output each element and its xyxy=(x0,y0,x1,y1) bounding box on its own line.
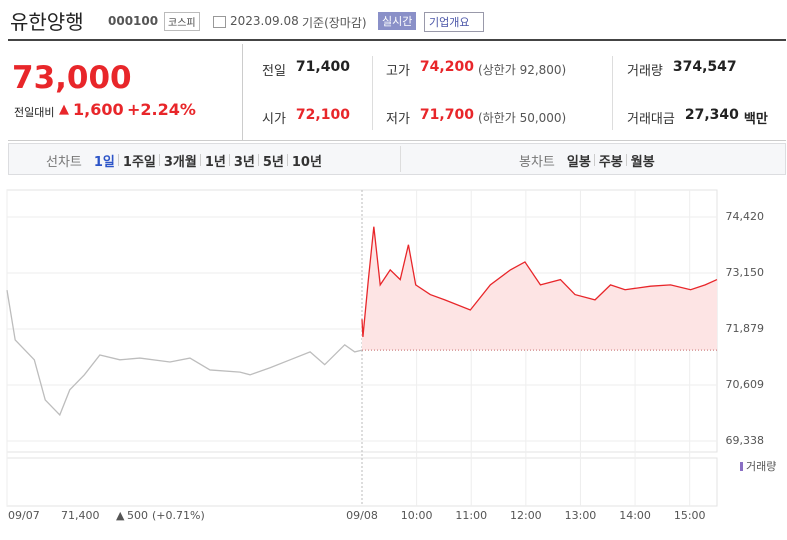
stat-value: 374,547 xyxy=(672,59,737,75)
y-tick-label: 71,879 xyxy=(726,322,765,335)
tab-separator xyxy=(286,154,288,166)
x-tick-label: 11:00 xyxy=(455,509,487,522)
x-tick-label: 13:00 xyxy=(565,509,597,522)
stat-label: 시가 xyxy=(262,112,286,127)
x-tick-label: 10:00 xyxy=(401,509,433,522)
tab-separator xyxy=(625,154,627,166)
stat-value: 27,340 xyxy=(684,107,739,123)
current-price: 73,000 xyxy=(12,60,132,96)
tab[interactable]: 일봉 xyxy=(566,155,591,170)
tab[interactable]: 1주일 xyxy=(122,155,156,170)
tab[interactable]: 5년 xyxy=(262,155,284,170)
footer-arrow: ▲ xyxy=(116,509,125,522)
tab-separator xyxy=(593,154,595,166)
stat-note: (상한가 92,800) xyxy=(477,63,567,77)
footer-price: 71,400 xyxy=(61,509,100,522)
price-box xyxy=(8,44,243,140)
price-line xyxy=(361,226,718,337)
stat-label: 저가 xyxy=(386,112,410,127)
stat-value: 71,700 xyxy=(419,107,474,123)
area xyxy=(362,226,717,351)
y-tick-label: 69,338 xyxy=(726,434,765,447)
divider xyxy=(400,146,401,172)
x-tick-label: 09/08 xyxy=(346,509,378,522)
volume-legend-swatch xyxy=(740,462,743,471)
stats-rule xyxy=(8,140,786,141)
tab[interactable]: 주봉 xyxy=(598,155,623,170)
stat-label: 거래량 xyxy=(627,64,663,79)
x-tick-label: 15:00 xyxy=(674,509,706,522)
header-rule xyxy=(8,39,786,41)
tab[interactable]: 3개월 xyxy=(163,155,197,170)
volume-label: 거래량 xyxy=(746,460,776,473)
stat-label: 고가 xyxy=(386,64,410,79)
stat-value: 72,100 xyxy=(295,107,350,123)
footer-change-pct: (+0.71%) xyxy=(152,509,205,522)
tab-separator xyxy=(257,154,259,166)
market-badge: 코스피 xyxy=(164,12,200,31)
change: 1,600 xyxy=(73,100,124,119)
up-arrow: ▲ xyxy=(59,102,69,117)
calendar-icon xyxy=(213,16,226,28)
company-info-button[interactable]: 기업개요 xyxy=(424,12,485,32)
y-tick-label: 74,420 xyxy=(726,210,765,223)
tab[interactable]: 3년 xyxy=(233,155,255,170)
y-tick-label: 70,609 xyxy=(726,378,765,391)
divider xyxy=(612,56,613,130)
stat-unit: 백만 xyxy=(743,112,768,127)
x-tick-label: 09/07 xyxy=(8,509,40,522)
footer-change: 500 xyxy=(127,509,148,522)
stock-code: 000100 xyxy=(108,14,159,28)
stock-name: 유한양행 xyxy=(10,10,84,34)
tab-separator xyxy=(228,154,230,166)
tab-bar xyxy=(8,143,786,175)
tab[interactable]: 10년 xyxy=(291,155,322,170)
tab-separator xyxy=(158,154,160,166)
tab-separator xyxy=(117,154,119,166)
tab-group-label: 봉차트 xyxy=(519,155,555,170)
price-line xyxy=(6,290,363,417)
date-basis: 기준(장마감) xyxy=(302,16,367,30)
x-tick-label: 12:00 xyxy=(510,509,542,522)
stat-label: 거래대금 xyxy=(627,112,675,127)
stat-value: 74,200 xyxy=(419,59,474,75)
x-tick-label: 14:00 xyxy=(619,509,651,522)
realtime-button[interactable]: 실시간 xyxy=(378,12,417,30)
stat-value: 71,400 xyxy=(295,59,350,75)
tab-separator xyxy=(199,154,201,166)
tab[interactable]: 1년 xyxy=(204,155,226,170)
tab[interactable]: 1일 xyxy=(93,155,115,170)
change-pct: +2.24% xyxy=(127,100,196,119)
date: 2023.09.08 xyxy=(230,14,299,28)
divider xyxy=(372,56,373,130)
stat-note: (하한가 50,000) xyxy=(477,111,567,125)
change-label: 전일대비 xyxy=(14,106,55,119)
y-tick-label: 73,150 xyxy=(726,266,765,279)
stat-label: 전일 xyxy=(262,64,286,79)
tab[interactable]: 월봉 xyxy=(630,155,655,170)
tab-group-label: 선차트 xyxy=(46,155,82,170)
